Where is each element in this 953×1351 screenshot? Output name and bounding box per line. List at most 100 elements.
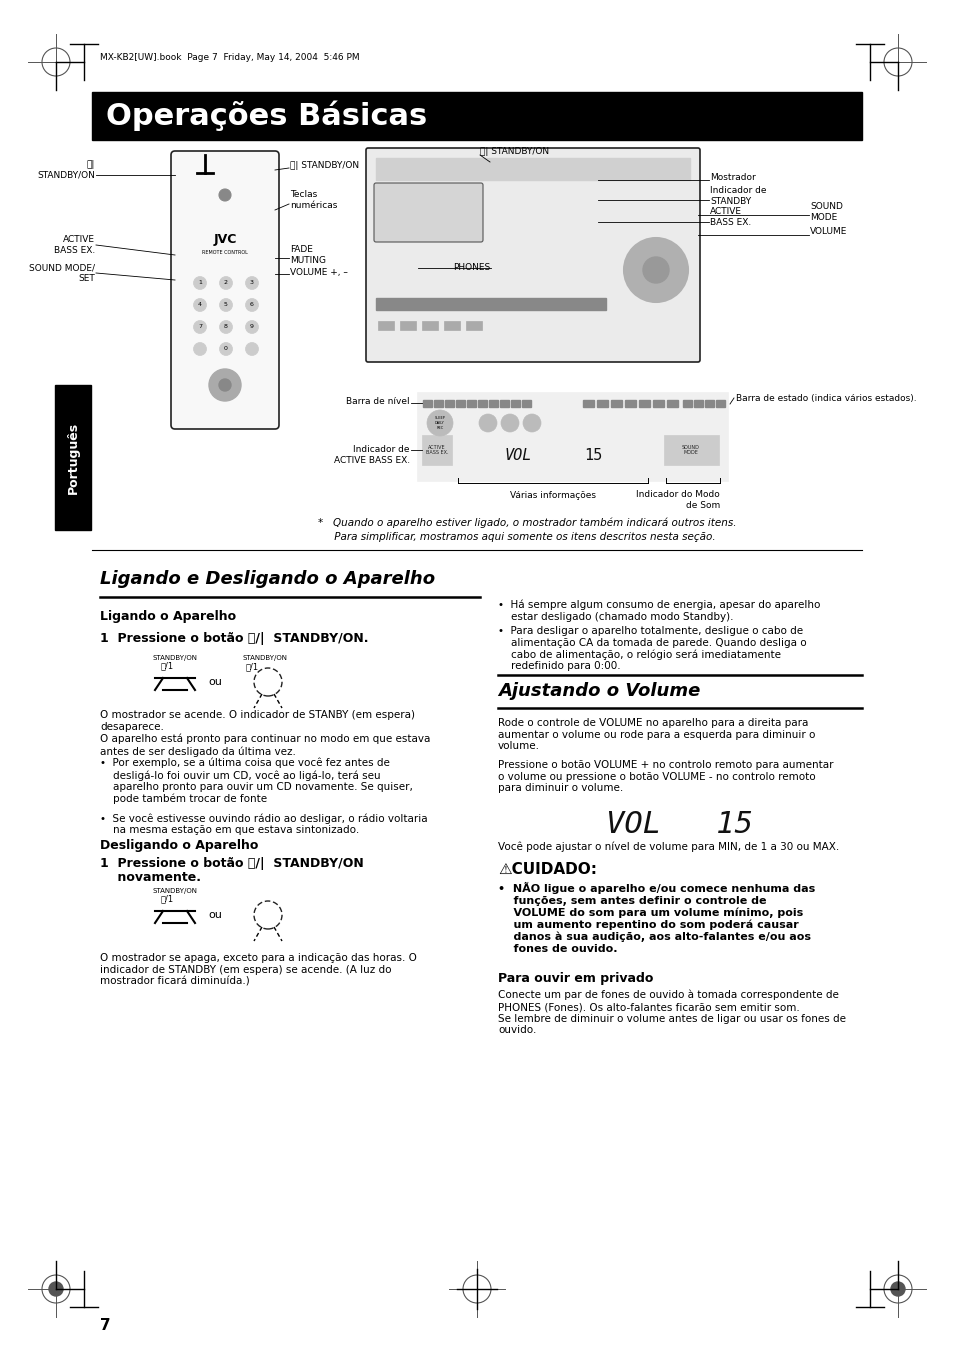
Text: Operações Básicas: Operações Básicas — [106, 101, 427, 131]
Text: 1: 1 — [198, 281, 202, 285]
Circle shape — [219, 380, 231, 390]
Text: Barra de nível: Barra de nível — [346, 396, 410, 405]
Circle shape — [623, 238, 687, 303]
Text: ⏻/1: ⏻/1 — [160, 894, 173, 904]
Text: Várias informações: Várias informações — [510, 492, 596, 500]
Text: 4: 4 — [198, 303, 202, 308]
Bar — [422, 400, 432, 407]
Bar — [377, 322, 394, 330]
Text: Teclas
numéricas: Teclas numéricas — [290, 190, 337, 209]
Bar — [624, 400, 636, 407]
Bar — [610, 400, 621, 407]
Text: 2: 2 — [224, 281, 228, 285]
Text: Ajustando o Volume: Ajustando o Volume — [497, 682, 700, 700]
Bar — [421, 435, 452, 465]
Text: ou: ou — [208, 911, 222, 920]
Circle shape — [478, 413, 497, 432]
Bar — [511, 400, 519, 407]
Text: Para ouvir em privado: Para ouvir em privado — [497, 971, 653, 985]
FancyBboxPatch shape — [374, 182, 482, 242]
Circle shape — [427, 409, 453, 436]
Text: SOUND
MODE: SOUND MODE — [809, 203, 842, 222]
Circle shape — [890, 1282, 904, 1296]
Circle shape — [245, 299, 258, 312]
Text: ⏻/1: ⏻/1 — [160, 662, 173, 670]
Bar — [91, 92, 862, 141]
Text: Indicador de
STANDBY: Indicador de STANDBY — [709, 186, 765, 205]
Text: ⏻/1: ⏻/1 — [245, 662, 258, 671]
Bar — [456, 400, 464, 407]
Circle shape — [500, 413, 518, 432]
Text: VOLUME: VOLUME — [809, 227, 846, 236]
Bar — [682, 400, 691, 407]
Bar — [467, 400, 476, 407]
Text: ACTIVE
BASS EX.: ACTIVE BASS EX. — [53, 235, 95, 255]
FancyBboxPatch shape — [171, 151, 278, 430]
Text: ⏻| STANDBY/ON: ⏻| STANDBY/ON — [479, 147, 549, 157]
Circle shape — [219, 343, 233, 355]
Text: ACTIVE
BASS EX.: ACTIVE BASS EX. — [425, 444, 448, 455]
Text: 7: 7 — [100, 1317, 111, 1332]
Text: Ligando o Aparelho: Ligando o Aparelho — [100, 611, 236, 623]
Text: Mostrador: Mostrador — [709, 173, 755, 182]
Circle shape — [219, 299, 233, 312]
Circle shape — [193, 343, 206, 355]
Text: Barra de estado (indica vários estados).: Barra de estado (indica vários estados). — [735, 393, 916, 403]
Circle shape — [245, 320, 258, 334]
Circle shape — [522, 413, 540, 432]
Bar — [652, 400, 663, 407]
Text: Rode o controle de VOLUME no aparelho para a direita para
aumentar o volume ou r: Rode o controle de VOLUME no aparelho pa… — [497, 717, 815, 751]
Bar — [465, 322, 481, 330]
Text: REMOTE CONTROL: REMOTE CONTROL — [202, 250, 248, 255]
Text: 1  Pressione o botão ⏻/|  STANDBY/ON.: 1 Pressione o botão ⏻/| STANDBY/ON. — [100, 632, 368, 644]
Text: novamente.: novamente. — [100, 871, 201, 884]
Bar — [704, 400, 713, 407]
Bar — [521, 400, 531, 407]
Bar — [597, 400, 607, 407]
Text: SOUND
MODE: SOUND MODE — [681, 444, 700, 455]
Bar — [417, 393, 727, 481]
Bar — [499, 400, 509, 407]
Text: ACTIVE
BASS EX.: ACTIVE BASS EX. — [709, 207, 750, 227]
FancyBboxPatch shape — [366, 149, 700, 362]
Text: STANDBY/ON: STANDBY/ON — [152, 888, 197, 894]
Text: •  NÃO ligue o aparelho e/ou comece nenhuma das
    funções, sem antes definir o: • NÃO ligue o aparelho e/ou comece nenhu… — [497, 882, 815, 954]
Text: VOLUME +, –: VOLUME +, – — [290, 267, 348, 277]
Bar — [434, 400, 442, 407]
Circle shape — [209, 369, 241, 401]
Bar — [399, 322, 416, 330]
Bar — [582, 400, 594, 407]
Text: MX-KB2[UW].book  Page 7  Friday, May 14, 2004  5:46 PM: MX-KB2[UW].book Page 7 Friday, May 14, 2… — [100, 53, 359, 62]
Text: ⚠CUIDADO:: ⚠CUIDADO: — [497, 862, 597, 877]
Text: ⏻| STANDBY/ON: ⏻| STANDBY/ON — [290, 161, 358, 169]
Text: STANDBY/ON: STANDBY/ON — [242, 655, 287, 661]
Circle shape — [245, 343, 258, 355]
Text: Indicador do Modo
de Som: Indicador do Modo de Som — [636, 490, 720, 509]
Bar — [639, 400, 649, 407]
Text: 6: 6 — [250, 303, 253, 308]
Text: •  Por exemplo, se a última coisa que você fez antes de
    desligá-lo foi ouvir: • Por exemplo, se a última coisa que voc… — [100, 758, 413, 804]
Text: ⏻|
STANDBY/ON: ⏻| STANDBY/ON — [37, 161, 95, 180]
Text: 5: 5 — [224, 303, 228, 308]
Bar — [444, 400, 454, 407]
Text: JVC: JVC — [213, 234, 236, 246]
Bar — [55, 385, 91, 530]
Circle shape — [219, 277, 233, 289]
Text: Desligando o Aparelho: Desligando o Aparelho — [100, 839, 258, 852]
Bar — [375, 299, 605, 309]
Text: Para simplificar, mostramos aqui somente os itens descritos nesta seção.: Para simplificar, mostramos aqui somente… — [317, 532, 715, 542]
Bar — [666, 400, 678, 407]
Text: 15: 15 — [583, 447, 601, 462]
Text: VOL   15: VOL 15 — [606, 811, 753, 839]
Text: O mostrador se apaga, exceto para a indicação das horas. O
indicador de STANDBY : O mostrador se apaga, exceto para a indi… — [100, 952, 416, 986]
Circle shape — [193, 277, 206, 289]
Circle shape — [219, 189, 231, 201]
Text: STANDBY/ON: STANDBY/ON — [152, 655, 197, 661]
Text: •  Para desligar o aparelho totalmente, desligue o cabo de
    alimentação CA da: • Para desligar o aparelho totalmente, d… — [497, 626, 806, 671]
Text: O mostrador se acende. O indicador de STANBY (em espera)
desaparece.: O mostrador se acende. O indicador de ST… — [100, 711, 415, 732]
Text: 0: 0 — [224, 346, 228, 351]
Text: Você pode ajustar o nível de volume para MIN, de 1 a 30 ou MAX.: Você pode ajustar o nível de volume para… — [497, 842, 839, 852]
Text: O aparelho está pronto para continuar no modo em que estava
antes de ser desliga: O aparelho está pronto para continuar no… — [100, 734, 430, 757]
Text: Conecte um par de fones de ouvido à tomada correspondente de
PHONES (Fones). Os : Conecte um par de fones de ouvido à toma… — [497, 990, 845, 1035]
Bar — [489, 400, 497, 407]
